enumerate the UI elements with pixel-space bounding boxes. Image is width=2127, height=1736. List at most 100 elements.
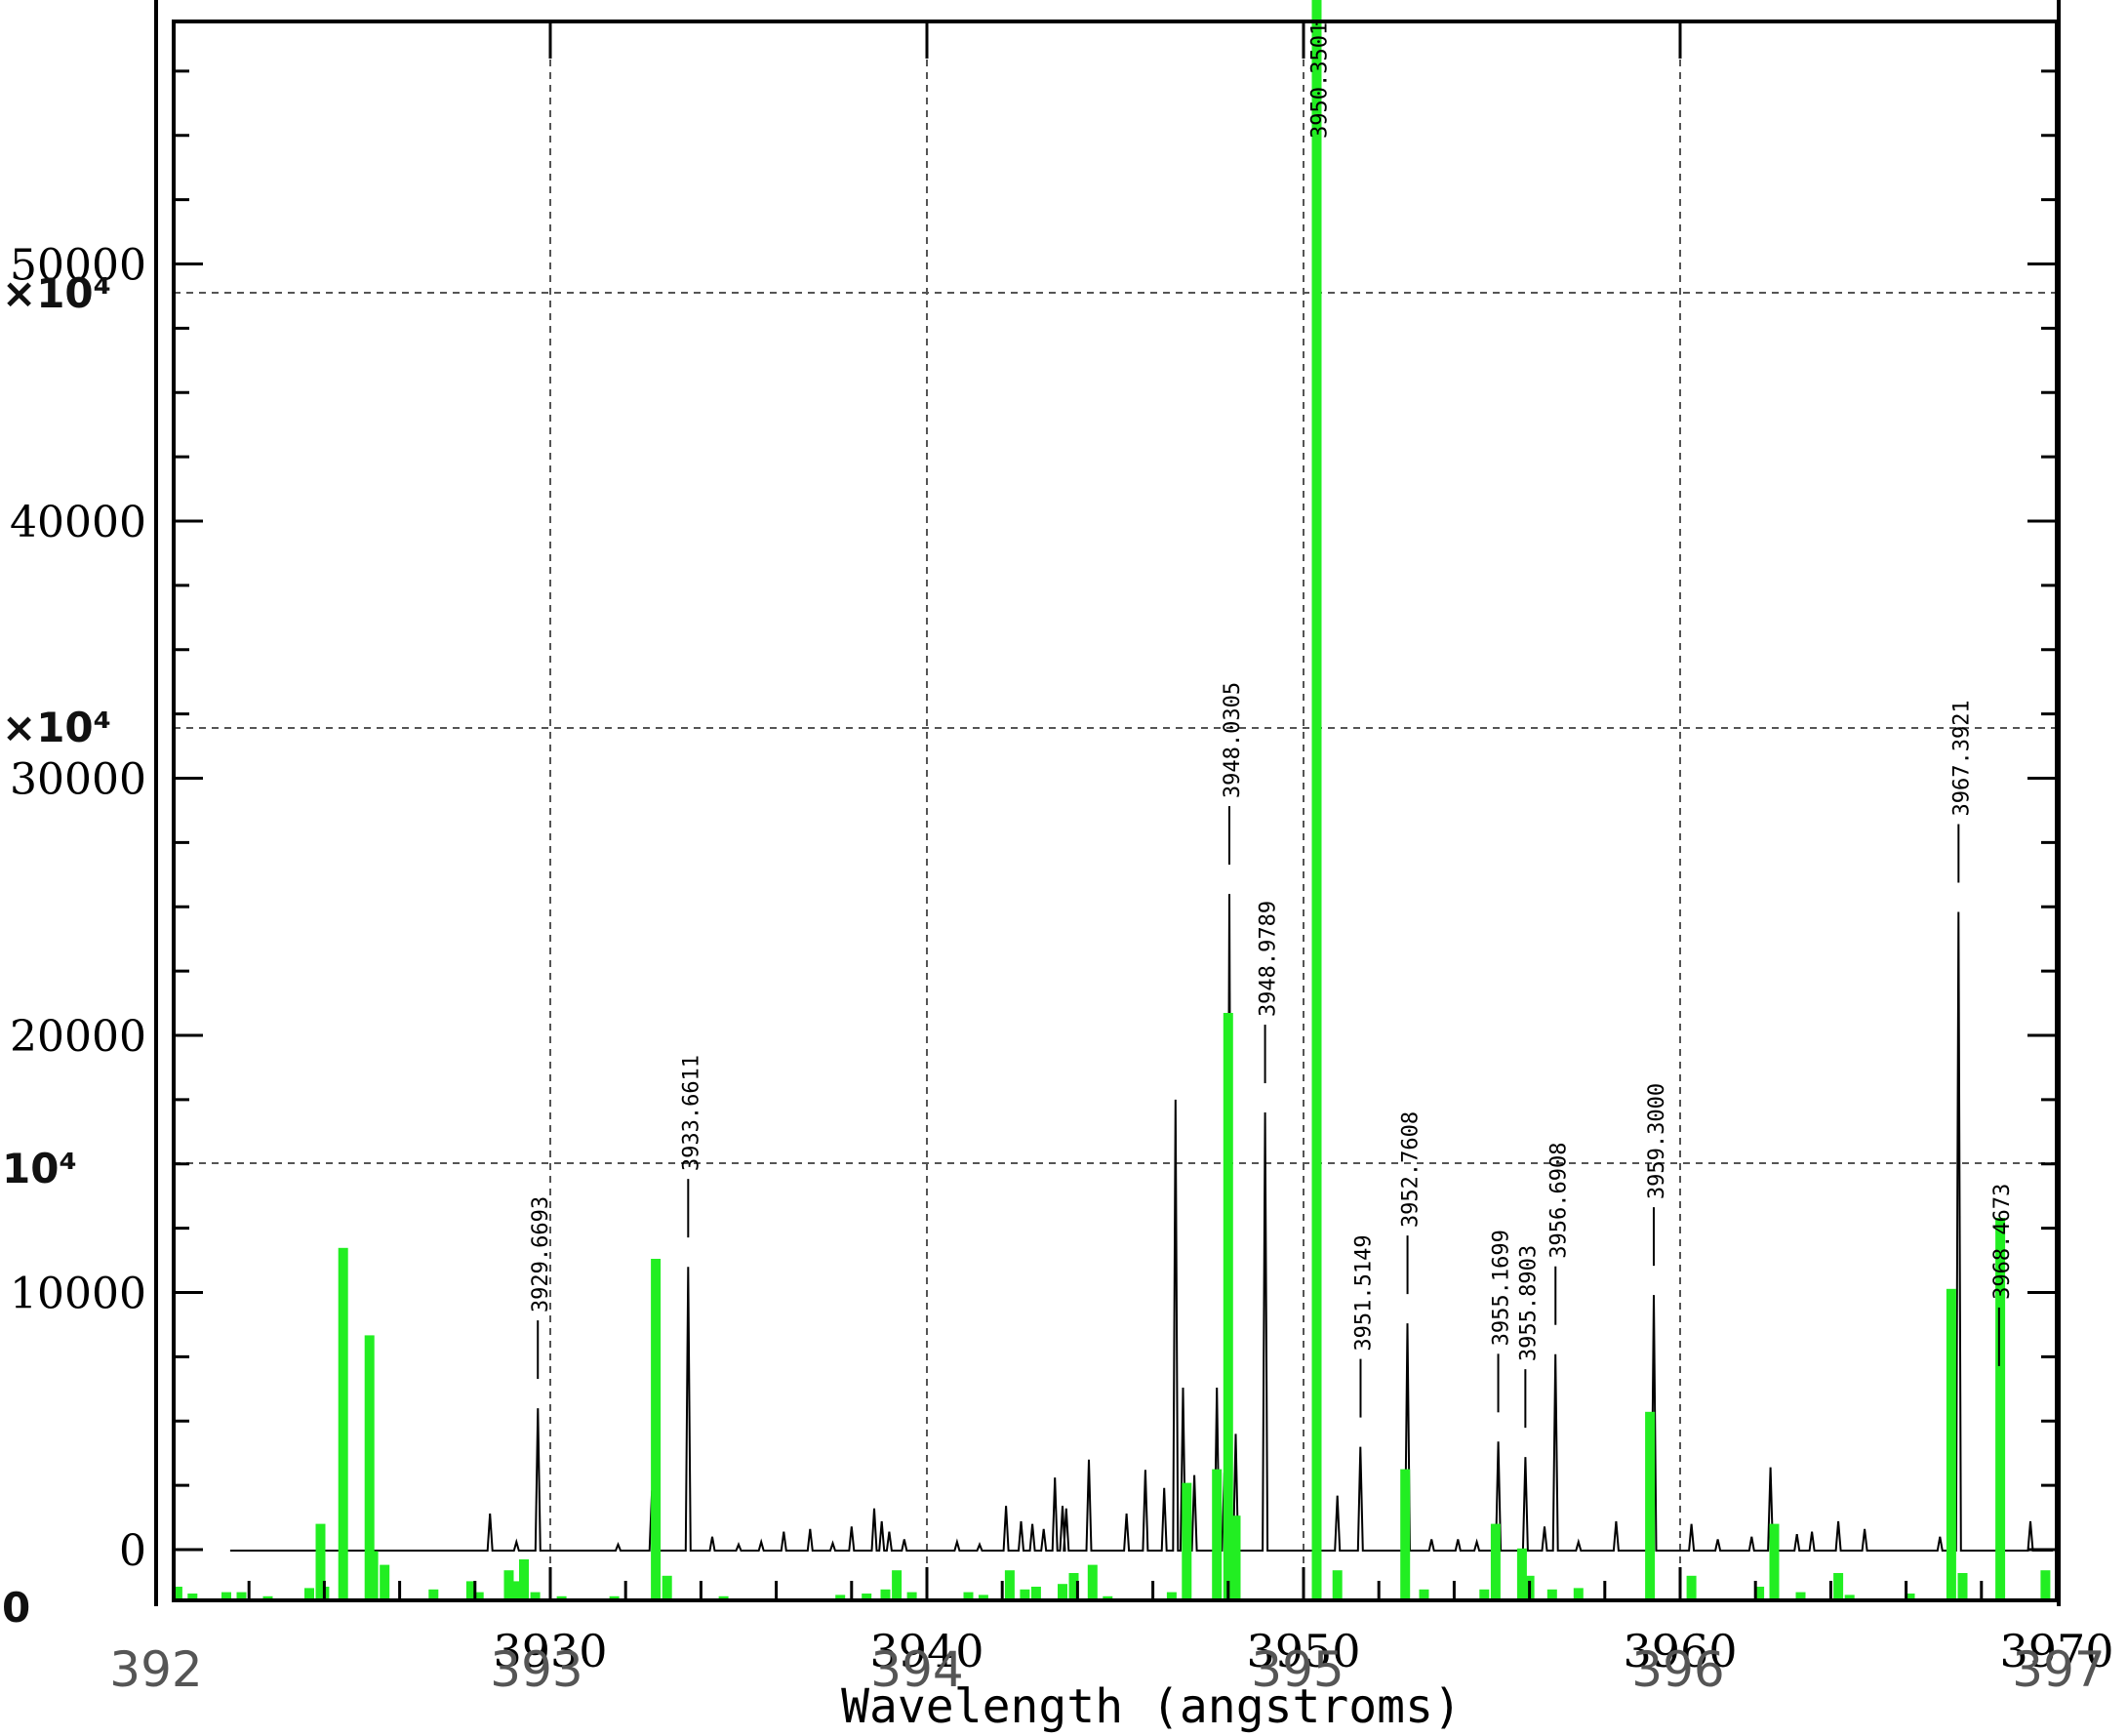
y-secondary-tick-label: ×10⁴	[2, 269, 111, 317]
y-tick-label: 0	[119, 1526, 146, 1576]
line-label: 3967.3921	[1949, 700, 1974, 816]
reference-bar	[835, 1595, 846, 1600]
reference-bar	[906, 1592, 917, 1600]
y-tick-label: 50000	[10, 241, 146, 291]
plot-border	[172, 20, 2059, 1602]
reference-bar	[862, 1594, 872, 1600]
y-secondary-tick-label: ×10⁴	[2, 704, 111, 751]
line-label: 3933.6611	[679, 1055, 703, 1171]
reference-bar	[172, 1587, 182, 1600]
line-markers: 3929.6693 3933.6611 3948.0305 3948.9789 3950…	[529, 21, 2015, 1429]
reference-bar	[1905, 1594, 1915, 1600]
reference-bar	[1957, 1573, 1968, 1600]
reference-bar	[651, 1259, 662, 1600]
line-label: 3948.9789	[1257, 901, 1281, 1017]
y-tick-label: 10000	[10, 1270, 146, 1319]
reference-bar	[236, 1592, 247, 1600]
x-secondary-tick-label: 397	[2012, 1641, 2105, 1698]
reference-bar	[1844, 1595, 1855, 1600]
reference-bar	[718, 1595, 729, 1600]
reference-bar	[1833, 1573, 1844, 1600]
x-axis-label: Wavelength (angstroms)	[841, 1679, 1462, 1734]
reference-bar	[1212, 1469, 1223, 1600]
x-secondary-tick-label: 394	[870, 1641, 963, 1698]
line-label: 3950.3501	[1308, 22, 1333, 139]
reference-bar	[978, 1595, 988, 1600]
reference-bar	[662, 1575, 672, 1600]
line-label: 3951.5149	[1351, 1234, 1376, 1351]
reference-bar	[1419, 1589, 1429, 1600]
reference-bar	[1400, 1469, 1411, 1600]
plot-frame	[154, 0, 2061, 1606]
reference-bar	[262, 1595, 273, 1600]
reference-bar	[1020, 1589, 1030, 1600]
x-tick-label: 3940	[869, 1625, 983, 1677]
reference-bar	[1068, 1573, 1079, 1600]
reference-bar	[2040, 1570, 2051, 1600]
reference-bar	[364, 1335, 375, 1600]
y-secondary-tick-label: 10⁴	[2, 1145, 77, 1192]
x-secondary-tick-label: 392	[109, 1641, 202, 1698]
reference-bar	[187, 1594, 198, 1600]
x-secondary-tick-label: 395	[1251, 1641, 1344, 1698]
reference-bar	[1479, 1589, 1490, 1600]
reference-bar	[963, 1592, 974, 1600]
line-label: 3956.6908	[1546, 1143, 1571, 1259]
x-tick-label: 3950	[1246, 1625, 1360, 1677]
reference-bar	[1058, 1584, 1067, 1600]
reference-bar	[609, 1595, 620, 1600]
tick-labels: 0 10000 20000 30000 40000 50000 0 10⁴ ×10⁴ ×10⁴ 39…	[2, 241, 2114, 1699]
reference-bar	[428, 1589, 439, 1600]
reference-bar	[1166, 1592, 1177, 1600]
reference-bar	[530, 1592, 541, 1600]
reference-bar	[1223, 1013, 1233, 1600]
y-tick-label: 40000	[10, 498, 146, 547]
y-tick-label: 20000	[10, 1012, 146, 1062]
reference-bar	[892, 1570, 903, 1600]
reference-bar	[1490, 1523, 1501, 1600]
reference-bars-series	[172, 0, 2051, 1600]
reference-bar	[338, 1247, 348, 1600]
reference-bar	[1645, 1411, 1656, 1600]
line-label: 3959.3000	[1645, 1083, 1669, 1199]
reference-bar	[1573, 1588, 1584, 1600]
reference-bar	[1686, 1575, 1697, 1600]
reference-bar	[1546, 1589, 1557, 1600]
line-label: 3968.4673	[1990, 1184, 2015, 1300]
reference-bar	[380, 1564, 390, 1600]
reference-bar	[304, 1588, 314, 1600]
line-label: 3948.0305	[1221, 682, 1245, 798]
reference-bar	[1004, 1570, 1015, 1600]
reference-bar	[1769, 1523, 1780, 1600]
x-secondary-tick-label: 396	[1631, 1641, 1724, 1698]
reference-bar	[1030, 1587, 1041, 1600]
reference-bar	[556, 1595, 567, 1600]
reference-bar	[1995, 1218, 2006, 1600]
reference-bar	[1754, 1587, 1765, 1600]
reference-bar	[511, 1581, 522, 1600]
reference-bar	[880, 1589, 891, 1600]
reference-bar	[221, 1592, 231, 1600]
line-label: 3955.8903	[1516, 1245, 1541, 1361]
x-secondary-tick-label: 393	[490, 1641, 582, 1698]
reference-bar	[1103, 1595, 1113, 1600]
x-tick-label: 3960	[1623, 1625, 1737, 1677]
reference-bar	[1332, 1570, 1343, 1600]
axis-ticks	[172, 21, 2059, 1600]
reference-bar	[473, 1592, 484, 1600]
reference-bar	[503, 1570, 514, 1600]
y-tick-label: 30000	[10, 755, 146, 805]
reference-bar	[465, 1581, 476, 1600]
reference-bar	[1182, 1482, 1192, 1600]
reference-bar	[1795, 1592, 1806, 1600]
reference-bar	[1946, 1288, 1956, 1600]
x-tick-label: 3930	[493, 1625, 607, 1677]
grid-lines	[174, 21, 2057, 1600]
spectrum-line	[229, 0, 2054, 1552]
y-secondary-tick-label: 0	[2, 1584, 30, 1632]
reference-bar	[1230, 1515, 1241, 1600]
reference-bar	[519, 1559, 529, 1600]
x-tick-label: 3970	[1999, 1625, 2113, 1677]
reference-bar	[1311, 0, 1322, 1600]
